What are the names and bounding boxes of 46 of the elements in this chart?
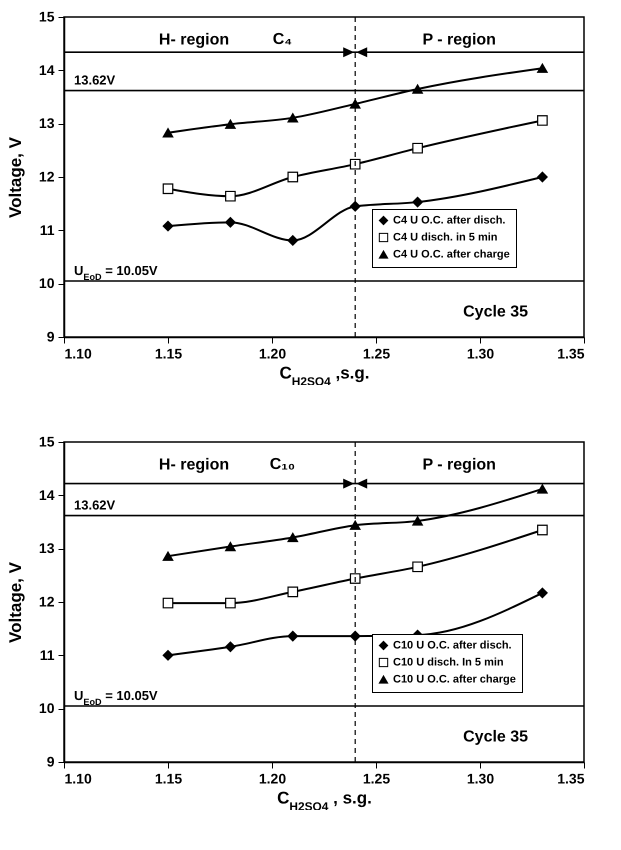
annotation: C₄ bbox=[272, 30, 292, 48]
y-tick-label: 11 bbox=[40, 222, 55, 238]
y-tick-label: 11 bbox=[40, 646, 55, 663]
y-tick-label: 9 bbox=[46, 754, 55, 770]
y-tick-label: 10 bbox=[38, 275, 55, 292]
y-tick-label: 15 bbox=[38, 8, 55, 24]
x-tick-label: 1.35 bbox=[557, 770, 585, 786]
y-axis-title: Voltage, V bbox=[6, 136, 25, 218]
x-tick-label: 1.30 bbox=[466, 346, 494, 362]
legend-label: C10 U disch. In 5 min bbox=[393, 656, 504, 668]
legend-label: C10 U O.C. after disch. bbox=[393, 640, 512, 652]
y-tick-label: 14 bbox=[38, 62, 55, 78]
legend-label: C4 U O.C. after charge bbox=[393, 248, 510, 260]
annotation: Cycle 35 bbox=[463, 303, 528, 320]
annotation: P - region bbox=[422, 456, 496, 474]
annotation: P - region bbox=[422, 31, 496, 48]
legend-label: C4 U disch. in 5 min bbox=[393, 232, 498, 244]
y-tick-label: 13 bbox=[38, 115, 55, 132]
x-tick-label: 1.15 bbox=[154, 770, 182, 786]
x-tick-label: 1.35 bbox=[557, 346, 585, 362]
annotation: C₁₀ bbox=[270, 456, 296, 473]
ref-line-label: 13.62V bbox=[74, 72, 116, 88]
y-axis-title: Voltage, V bbox=[6, 561, 25, 643]
annotation: H- region bbox=[158, 31, 230, 48]
y-tick-label: 14 bbox=[38, 486, 55, 503]
x-tick-label: 1.20 bbox=[258, 770, 286, 786]
y-tick-label: 13 bbox=[38, 540, 55, 556]
annotation: H- region bbox=[158, 456, 230, 474]
ref-line-label: U$_{EoD}$ = 10.05V bbox=[74, 263, 158, 282]
y-tick-label: 12 bbox=[38, 594, 55, 610]
x-tick-label: 1.25 bbox=[362, 770, 390, 786]
ref-line-label: U$_{EoD}$ = 10.05V bbox=[74, 688, 158, 707]
x-tick-label: 1.25 bbox=[362, 346, 390, 362]
legend-label: C10 U O.C. after charge bbox=[393, 674, 516, 686]
legend-label: C4 U O.C. after disch. bbox=[393, 214, 506, 226]
ref-line-label: 13.62V bbox=[74, 498, 116, 513]
x-tick-label: 1.20 bbox=[258, 346, 286, 362]
annotation: Cycle 35 bbox=[463, 728, 528, 746]
y-tick-label: 10 bbox=[38, 700, 55, 716]
x-tick-label: 1.10 bbox=[64, 346, 92, 362]
y-tick-label: 12 bbox=[38, 168, 55, 184]
x-tick-label: 1.10 bbox=[64, 770, 92, 786]
y-tick-label: 15 bbox=[38, 434, 55, 450]
y-tick-label: 9 bbox=[46, 328, 55, 344]
x-tick-label: 1.30 bbox=[466, 770, 494, 786]
x-tick-label: 1.15 bbox=[154, 346, 182, 362]
